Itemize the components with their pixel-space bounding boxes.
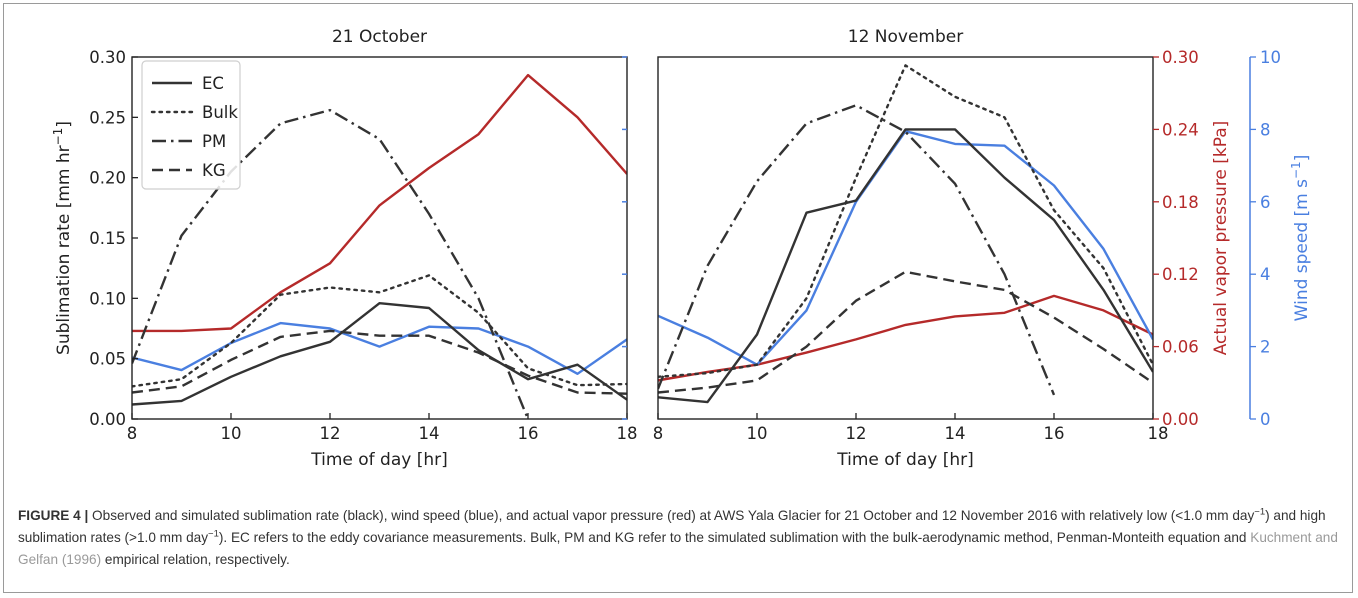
series-pm-line	[658, 104, 1056, 396]
y2-tick-label: 0.06	[1162, 338, 1199, 357]
x-tick-label: 8	[127, 424, 138, 443]
y2-tick-label: 0.30	[1162, 48, 1199, 67]
legend-label-bulk: Bulk	[202, 103, 238, 122]
caption-sup-2: −1	[208, 528, 219, 540]
y-axis-label: Sublimation rate [mm hr−1​]	[51, 121, 74, 355]
y3-axis-label: Wind speed [m s−1​]	[1289, 155, 1312, 322]
y3-tick-label: 8	[1260, 120, 1271, 139]
panel-title: 21 October	[332, 27, 427, 47]
legend-label-pm: PM	[202, 132, 226, 151]
y3-tick-label: 0	[1260, 410, 1271, 429]
series-pm-line	[132, 108, 530, 419]
data-lines	[658, 64, 1153, 404]
series-kg-line	[658, 270, 1153, 394]
panel-21-october: 21 October 8 10 12 14 16 18 Time of day [hr] 0.0…	[51, 27, 638, 470]
y3-tick-label: 2	[1260, 338, 1271, 357]
x-tick-label: 16	[1044, 424, 1065, 443]
panel-12-november: 12 November 8 10 12 14 16 18 Time of day [hr] 0.…	[653, 27, 1312, 470]
series-ec-line	[132, 302, 627, 406]
y-tick-label: 0.25	[89, 108, 126, 127]
figure-chart: 21 October 8 10 12 14 16 18 Time of day [hr] 0.0…	[51, 27, 1312, 470]
x-tick-label: 14	[945, 424, 966, 443]
y-tick-label: 0.30	[89, 48, 126, 67]
caption-text-4: empirical relation, respectively.	[101, 552, 290, 567]
y-tick-label: 0.10	[89, 289, 126, 308]
caption-text-3: ). EC refers to the eddy covariance meas…	[218, 530, 1251, 545]
figure-caption: FIGURE 4 | Observed and simulated sublim…	[18, 505, 1343, 571]
series-wind-speed-line	[658, 129, 1153, 366]
y2-tick-label: 0.12	[1162, 265, 1199, 284]
x-tick-label: 8	[653, 424, 664, 443]
x-tick-label: 12	[846, 424, 867, 443]
x-axis-label: Time of day [hr]	[836, 450, 974, 470]
legend-label-kg: KG	[202, 161, 226, 180]
x-tick-label: 18	[1148, 424, 1169, 443]
x-axis-label: Time of day [hr]	[310, 450, 448, 470]
caption-label: FIGURE 4 |	[18, 508, 89, 523]
y-tick-label: 0.05	[89, 350, 126, 369]
data-lines	[132, 73, 627, 419]
caption-citation-link[interactable]: Kuchment and Gelfan (1996)	[18, 530, 1338, 567]
series-wind-speed-line	[132, 321, 627, 375]
y2-tick-label: 0.00	[1162, 410, 1199, 429]
x-tick-label: 12	[320, 424, 341, 443]
y2-tick-label: 0.24	[1162, 120, 1199, 139]
plot-frame	[657, 56, 1154, 420]
series-bulk-line	[132, 274, 627, 388]
series-ec-line	[658, 128, 1153, 404]
y-tick-label: 0.00	[89, 410, 126, 429]
x-tick-label: 18	[617, 424, 638, 443]
y3-tick-label: 10	[1260, 48, 1281, 67]
x-tick-label: 14	[419, 424, 440, 443]
series-kg-line	[132, 329, 627, 395]
legend: EC Bulk PM KG	[141, 60, 241, 190]
y-tick-label: 0.20	[89, 169, 126, 188]
caption-text-1: Observed and simulated sublimation rate …	[88, 508, 1255, 523]
y2-axis-label: Actual vapor pressure [kPa]	[1211, 121, 1231, 356]
x-tick-label: 16	[518, 424, 539, 443]
legend-label-ec: EC	[202, 74, 224, 93]
y2-tick-label: 0.18	[1162, 193, 1199, 212]
y-tick-label: 0.15	[89, 229, 126, 248]
panel-title: 12 November	[848, 27, 963, 47]
legend-box	[141, 60, 241, 190]
y3-tick-label: 4	[1260, 265, 1271, 284]
series-bulk-line	[658, 64, 1153, 378]
caption-text-2: ) and high sublimation rates (>1.0 mm da…	[18, 508, 1326, 545]
caption-sup-1: −1	[1254, 506, 1266, 518]
y3-tick-label: 6	[1260, 193, 1271, 212]
series-vapor-pressure-line	[132, 73, 627, 333]
x-tick-label: 10	[221, 424, 242, 443]
x-tick-label: 10	[747, 424, 768, 443]
